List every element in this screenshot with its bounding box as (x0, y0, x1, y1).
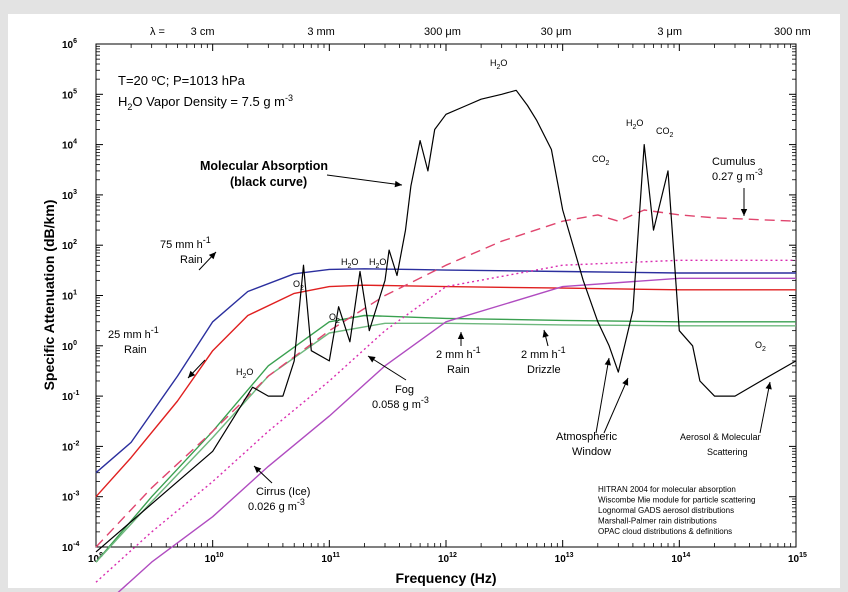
arrow-head (188, 370, 196, 378)
y-tick-label: 102 (62, 239, 77, 252)
y-tick-label: 100 (62, 340, 77, 353)
annotation-arrow (595, 357, 610, 434)
arrow-head (765, 382, 772, 390)
x-tick-label: 1012 (438, 552, 457, 565)
series-line (95, 284, 796, 498)
molecule-label: CO2 (656, 126, 674, 139)
y-tick-label: 106 (62, 38, 77, 51)
wavelength-label: 300 μm (424, 26, 461, 38)
x-tick-label: 1014 (671, 552, 690, 565)
wavelength-label: 3 cm (191, 26, 215, 38)
annotation-label: 0.27 g m-3 (712, 167, 763, 183)
x-tick-label: 1013 (555, 552, 574, 565)
wavelength-axis: λ = 3 cm 3 mm 300 μm 30 μm 3 μm 300 nm (150, 26, 811, 38)
annotation-arrow (759, 381, 771, 434)
annotation-label: Atmospheric (556, 431, 618, 443)
wavelength-label: 300 nm (774, 26, 811, 38)
annotation-arrow (326, 174, 403, 186)
y-tick-label: 10-1 (62, 390, 79, 403)
series-line (117, 277, 796, 592)
method-note: Lognormal GADS aerosol distributions (598, 506, 734, 515)
annotation-label: Rain (180, 254, 203, 266)
y-tick-label: 101 (62, 290, 77, 303)
method-note: Wiscombe Mie module for particle scatter… (598, 496, 755, 505)
y-tick-label: 10-2 (62, 440, 79, 453)
method-note: Marshall-Palmer rain distributions (598, 517, 717, 526)
annotation-label: Aerosol & Molecular (680, 432, 761, 442)
arrow-head (254, 466, 262, 474)
annotation-label: Cirrus (Ice) (256, 486, 310, 498)
annotation-label: 2 mm h-1 (436, 345, 481, 361)
series-line (95, 268, 796, 474)
wavelength-label: 30 μm (541, 26, 572, 38)
molecule-label: H2O (341, 257, 358, 270)
conditions-line-1: T=20 ºC; P=1013 hPa (118, 73, 246, 88)
wavelength-label: 3 mm (307, 26, 335, 38)
x-axis-title: Frequency (Hz) (395, 570, 496, 586)
arrow-head (740, 209, 748, 216)
series-line (95, 314, 796, 563)
molecule-label: H2O (369, 257, 386, 270)
arrow-head (394, 180, 402, 188)
molecule-label: O2 (329, 312, 340, 325)
arrow-head (368, 356, 376, 363)
wavelength-label: 3 μm (657, 26, 682, 38)
x-tick-label: 1015 (788, 552, 807, 565)
annotation-label: Drizzle (527, 364, 561, 376)
y-axis-title: Specific Attenuation (dB/km) (41, 200, 57, 391)
y-tick-label: 10-3 (62, 491, 79, 504)
annotation-label: Window (572, 446, 611, 458)
y-tick-label: 105 (62, 88, 77, 101)
arrow-head (622, 378, 629, 386)
annotation-label: 2 mm h-1 (521, 345, 566, 361)
arrow-head (457, 332, 465, 339)
molecule-label: H2O (626, 118, 643, 131)
y-tick-label: 104 (62, 139, 77, 152)
annotation-label: 0.026 g m-3 (248, 497, 305, 513)
x-tick-label: 1010 (205, 552, 224, 565)
series-line (95, 209, 797, 548)
annotation-label: Scattering (707, 447, 748, 457)
annotation-arrow (367, 355, 407, 381)
annotation-label: 75 mm h-1 (160, 235, 211, 251)
molecule-label: H2O (236, 367, 253, 380)
molecule-label: CO2 (592, 154, 610, 167)
annotation-label: Fog (395, 384, 414, 396)
arrow-head (208, 252, 216, 260)
molecule-label: H2O (490, 58, 507, 71)
annotation-label: Rain (124, 344, 147, 356)
method-note: OPAC cloud distributions & definitions (598, 527, 732, 536)
series-line (95, 322, 796, 563)
annotation-arrow (603, 377, 629, 434)
arrow-head (604, 358, 611, 366)
plot-area (95, 43, 797, 548)
x-tick-label: 1011 (321, 552, 340, 565)
series-line (95, 259, 796, 583)
series-group (95, 89, 797, 592)
annotation-label: 0.058 g m-3 (372, 395, 429, 411)
conditions-line-2: H2O Vapor Density = 7.5 g m-3 (118, 93, 293, 112)
series-line (95, 89, 797, 553)
arrow-head (542, 330, 549, 338)
molecule-label: O2 (293, 279, 304, 292)
annotation-label: (black curve) (230, 175, 307, 189)
annotation-label: Rain (447, 364, 470, 376)
y-tick-label: 103 (62, 189, 77, 202)
annotation-label: Molecular Absorption (200, 159, 328, 173)
molecule-label: O2 (755, 340, 766, 353)
method-note: HITRAN 2004 for molecular absorption (598, 485, 736, 494)
wavelength-prefix: λ = (150, 26, 165, 38)
annotation-label: Cumulus (712, 156, 756, 168)
annotation-label: 25 mm h-1 (108, 325, 159, 341)
y-tick-label: 10-4 (62, 541, 79, 554)
